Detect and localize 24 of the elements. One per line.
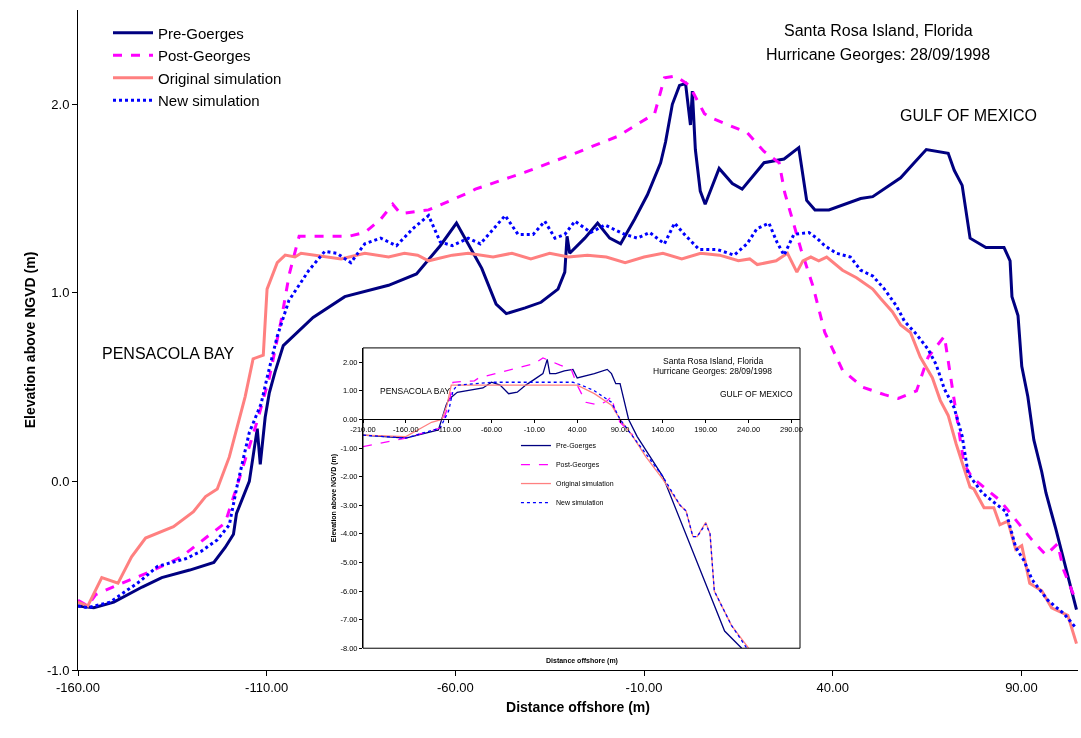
x-axis-title: Distance offshore (m)	[506, 698, 650, 715]
x-tick-label: -60.00	[436, 679, 474, 695]
y-tick-label: -1.0	[46, 662, 70, 678]
annotation: GULF OF MEXICO	[720, 389, 794, 399]
x-tick-label: -10.00	[625, 679, 663, 695]
y-tick-label: 1.0	[51, 285, 70, 301]
text: Hurricane Georges: 28/09/1998	[653, 366, 773, 376]
x-tick-label: 40.00	[816, 679, 849, 695]
x-tick-label: -160.00	[55, 679, 101, 695]
annotation: PENSACOLA BAY	[380, 386, 451, 396]
x-tick-label: -110.00	[245, 679, 289, 695]
y-tick-label: 2.0	[51, 96, 70, 112]
x-tick-label: 90.00	[1005, 679, 1038, 695]
annotation: PENSACOLA BAY	[102, 345, 235, 362]
text: Hurricane Georges: 28/09/1998	[766, 46, 991, 63]
text: Santa Rosa Island, Florida	[663, 356, 764, 366]
annotation: GULF OF MEXICO	[900, 107, 1037, 124]
legend-label: Pre-Goerges	[158, 24, 244, 42]
legend-label: Original simulation	[158, 69, 282, 87]
y-tick-label: 0.0	[51, 473, 70, 489]
legend-label: New simulation	[158, 92, 260, 110]
y-axis-title: Elevation above NGVD (m)	[21, 251, 38, 429]
text: Santa Rosa Island, Florida	[784, 22, 973, 39]
legend-label: Post-Georges	[158, 47, 251, 65]
